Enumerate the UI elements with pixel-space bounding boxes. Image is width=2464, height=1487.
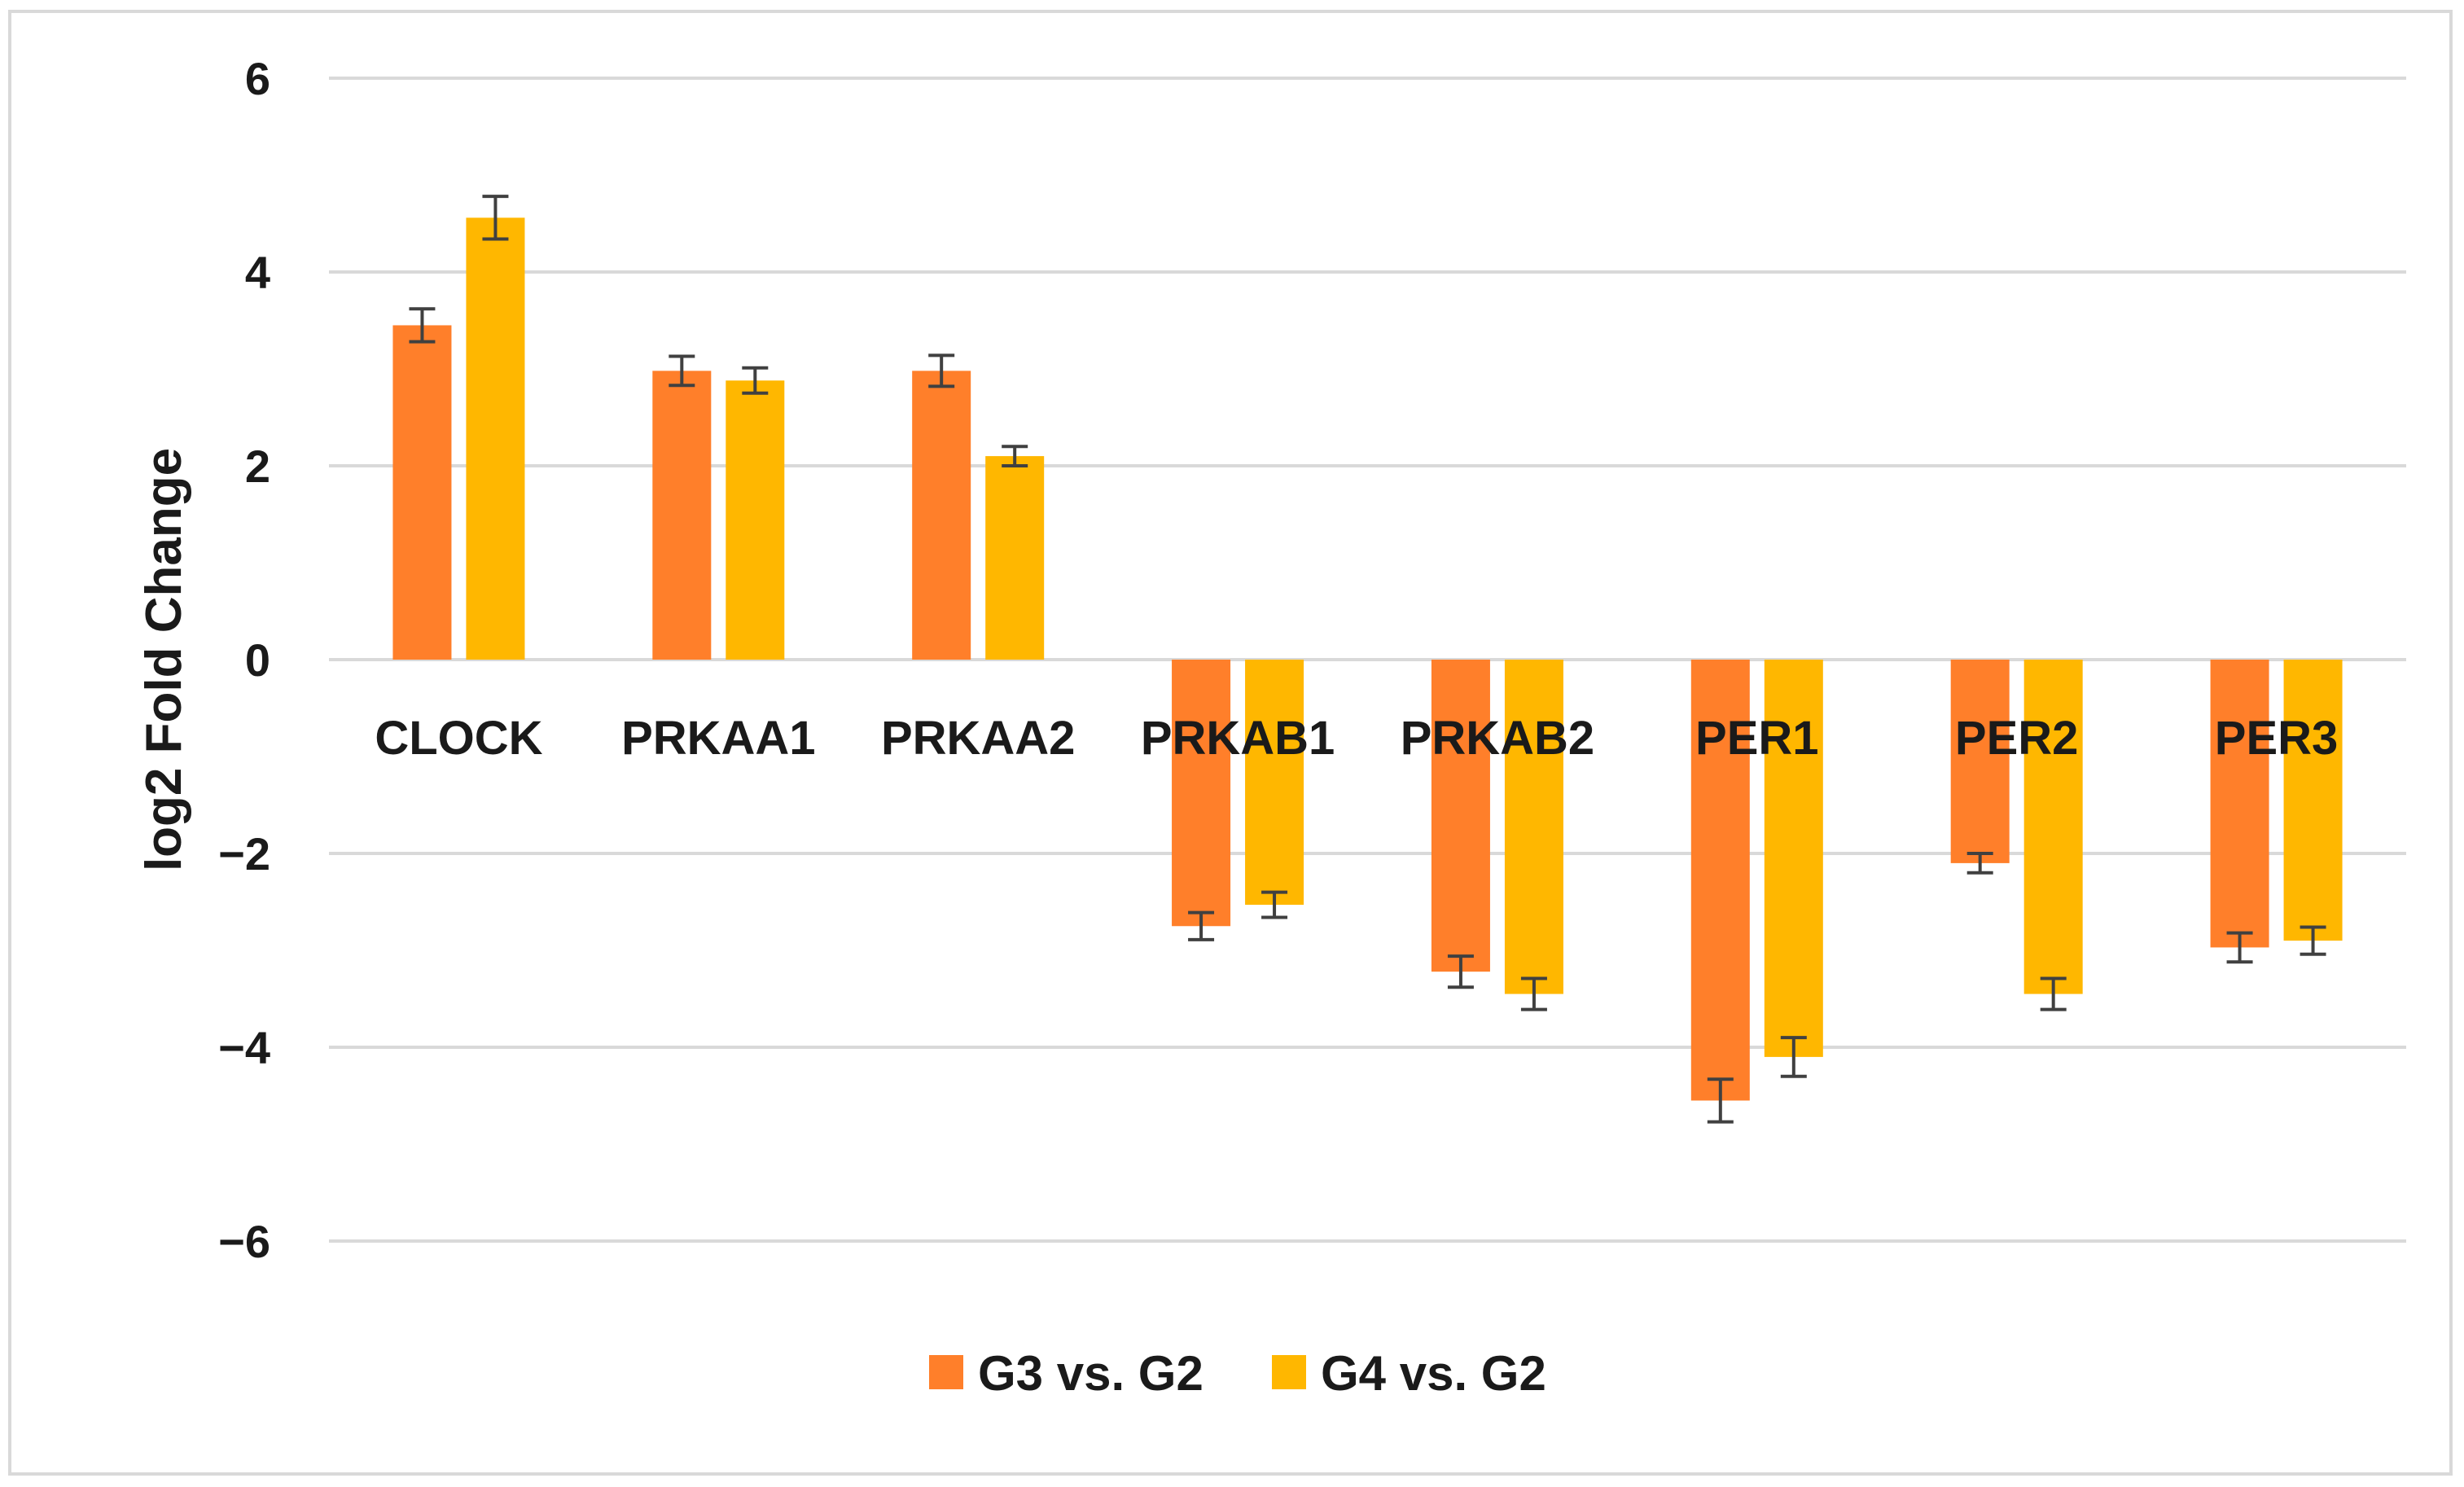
legend: G3 vs. G2 G4 vs. G2 xyxy=(929,1346,1546,1401)
error-bar xyxy=(1966,852,1993,875)
category-label-prkaa1: PRKAA1 xyxy=(621,712,816,765)
y-tick-label: −2 xyxy=(218,828,270,879)
category-label-per3: PER3 xyxy=(2215,712,2339,765)
error-bar xyxy=(1780,1036,1807,1078)
bar-per1-g4 xyxy=(1764,660,1823,1057)
y-tick-label: 4 xyxy=(245,247,270,298)
bar-per3-g4 xyxy=(2283,660,2343,941)
category-labels: CLOCK PRKAA1 PRKAA2 PRKAB1 PRKAB2 PER1 PER2 PER… xyxy=(375,712,2338,765)
category-label-prkab1: PRKAB1 xyxy=(1141,712,1335,765)
error-bar xyxy=(2040,976,2067,1011)
error-bar xyxy=(1002,445,1028,467)
error-bar xyxy=(1520,976,1547,1011)
error-bar xyxy=(1188,910,1215,941)
gridlines xyxy=(329,77,2406,1243)
legend-swatch-g4 xyxy=(1272,1355,1306,1389)
bar-prkab2-g3 xyxy=(1431,660,1490,972)
bar-prkab1-g3 xyxy=(1172,660,1231,927)
error-bar xyxy=(1707,1077,1734,1124)
bar-per3-g3 xyxy=(2210,660,2269,948)
error-bar xyxy=(409,307,436,344)
y-tick-label: 0 xyxy=(245,634,270,686)
error-bar xyxy=(2300,925,2326,956)
category-label-prkab2: PRKAB2 xyxy=(1401,712,1595,765)
legend-swatch-g3 xyxy=(929,1355,963,1389)
error-bar xyxy=(1261,890,1288,919)
error-bar xyxy=(482,195,509,241)
bar-per1-g3 xyxy=(1690,660,1750,1101)
bar-prkaa2-g3 xyxy=(912,371,971,660)
bar-per2-g3 xyxy=(1950,660,2010,863)
bar-prkab2-g4 xyxy=(1504,660,1563,994)
bar-per2-g4 xyxy=(2023,660,2083,994)
bar-prkaa2-g4 xyxy=(985,456,1045,660)
error-bar xyxy=(1447,954,1474,989)
bar-prkaa1-g4 xyxy=(726,380,785,660)
error-bar xyxy=(742,366,769,395)
category-label-clock: CLOCK xyxy=(375,712,542,765)
category-label-per1: PER1 xyxy=(1695,712,1819,765)
bar-clock-g3 xyxy=(392,325,452,660)
bar-prkaa1-g3 xyxy=(652,371,712,660)
y-tick-label: 6 xyxy=(245,53,270,104)
y-tick-label: 2 xyxy=(245,441,270,492)
error-bar xyxy=(2226,931,2253,964)
y-axis-title: log2 Fold Change xyxy=(136,448,192,871)
error-bars xyxy=(409,195,2326,1124)
y-tick-label: −4 xyxy=(218,1022,270,1073)
category-label-prkaa2: PRKAA2 xyxy=(881,712,1076,765)
error-bar xyxy=(928,353,955,388)
category-label-per2: PER2 xyxy=(1955,712,2079,765)
y-tick-label: −6 xyxy=(218,1216,270,1267)
legend-label-g3: G3 vs. G2 xyxy=(978,1346,1204,1401)
bar-clock-g4 xyxy=(466,217,525,660)
y-axis-ticks: 6 4 2 0 −2 −4 −6 xyxy=(218,53,270,1267)
bar-prkab1-g4 xyxy=(1245,660,1304,906)
error-bar xyxy=(669,354,695,388)
legend-label-g4: G4 vs. G2 xyxy=(1321,1346,1546,1401)
bars xyxy=(392,217,2343,1101)
